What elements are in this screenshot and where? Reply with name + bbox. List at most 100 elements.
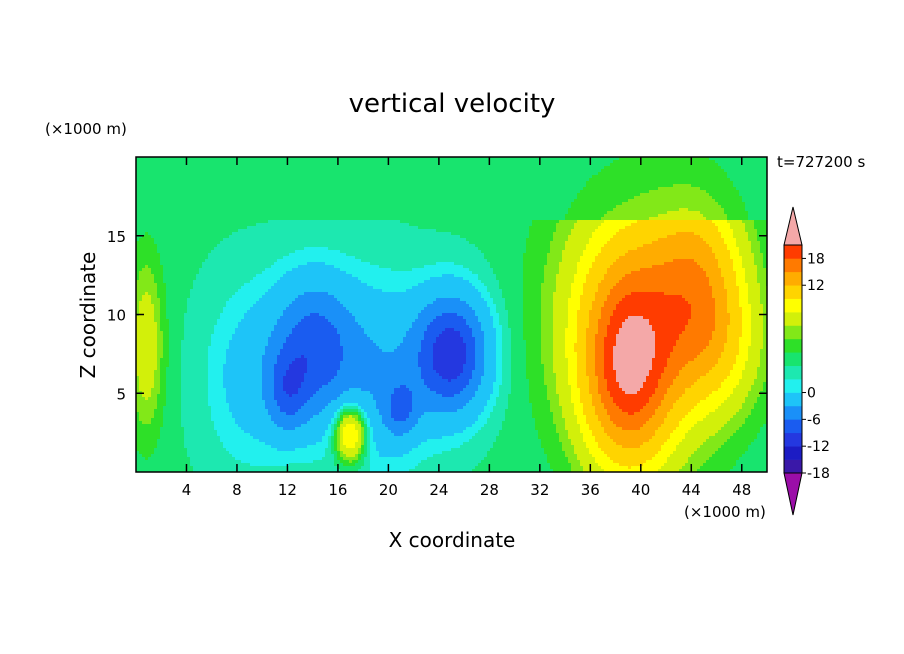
field-cell [433,214,436,217]
field-cell [145,187,148,190]
field-cell [265,172,268,175]
field-cell [391,211,394,214]
field-cell [379,163,382,166]
field-cell [490,169,493,172]
field-cell [379,193,382,196]
field-cell [733,223,736,226]
field-cell [526,196,529,199]
field-cell [214,175,217,178]
field-cell [601,187,604,190]
field-cell [514,202,517,205]
field-cell [763,166,766,169]
field-cell [391,175,394,178]
field-cell [655,163,658,166]
field-cell [364,199,367,202]
field-cell [619,187,622,190]
field-cell [664,178,667,181]
field-cell [736,196,739,199]
field-cell [385,187,388,190]
field-cell [409,169,412,172]
field-cell [274,196,277,199]
field-cell [358,187,361,190]
field-cell [202,193,205,196]
field-cell [478,160,481,163]
field-cell [586,172,589,175]
field-cell [505,223,508,226]
field-cell [313,187,316,190]
field-cell [742,214,745,217]
field-cell [334,196,337,199]
field-cell [229,199,232,202]
field-cell [556,178,559,181]
field-cell [733,196,736,199]
field-cell [571,172,574,175]
field-cell [637,175,640,178]
field-cell [709,199,712,202]
field-cell [439,196,442,199]
field-cell [142,205,145,208]
field-cell [595,166,598,169]
field-cell [634,187,637,190]
field-cell [478,169,481,172]
field-cell [181,184,184,187]
field-cell [313,166,316,169]
field-cell [715,163,718,166]
field-cell [241,226,244,229]
field-cell [370,187,373,190]
field-cell [265,160,268,163]
field-cell [295,226,298,229]
field-cell [664,196,667,199]
field-cell [424,172,427,175]
field-cell [346,160,349,163]
field-cell [601,190,604,193]
field-cell [166,196,169,199]
field-cell [160,160,163,163]
field-cell [679,217,682,220]
field-cell [424,190,427,193]
field-cell [148,184,151,187]
field-cell [685,202,688,205]
field-cell [460,169,463,172]
field-cell [580,181,583,184]
field-cell [214,214,217,217]
field-cell [493,196,496,199]
field-cell [709,193,712,196]
field-cell [595,178,598,181]
field-cell [376,211,379,214]
field-cell [346,220,349,223]
field-cell [682,193,685,196]
field-cell [367,208,370,211]
field-cell [733,214,736,217]
field-cell [403,178,406,181]
field-cell [367,163,370,166]
field-cell [412,160,415,163]
field-cell [226,175,229,178]
field-cell [274,223,277,226]
field-cell [673,190,676,193]
field-cell [193,205,196,208]
field-cell [391,181,394,184]
field-cell [430,190,433,193]
field-cell [313,175,316,178]
field-cell [691,205,694,208]
field-cell [640,214,643,217]
field-cell [460,220,463,223]
field-cell [172,226,175,229]
field-cell [763,199,766,202]
field-cell [307,220,310,223]
field-cell [490,190,493,193]
field-cell [313,214,316,217]
field-cell [148,211,151,214]
field-cell [304,217,307,220]
field-cell [688,175,691,178]
field-cell [718,166,721,169]
field-cell [487,175,490,178]
field-cell [739,187,742,190]
field-cell [415,190,418,193]
field-cell [445,220,448,223]
field-cell [445,196,448,199]
field-cell [589,199,592,202]
field-cell [217,181,220,184]
field-cell [742,211,745,214]
field-cell [757,184,760,187]
